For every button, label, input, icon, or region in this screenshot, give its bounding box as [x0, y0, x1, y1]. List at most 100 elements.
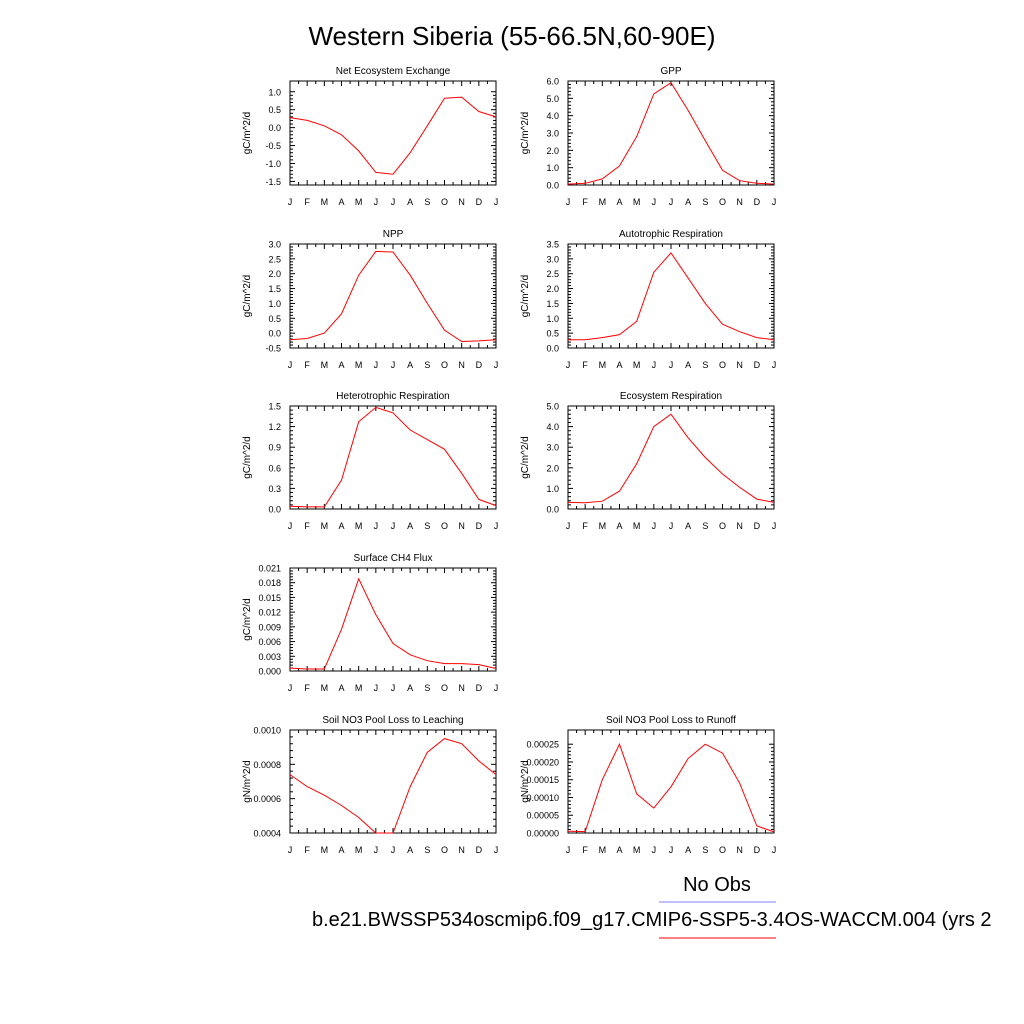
panel-title: Soil NO3 Pool Loss to Leaching	[322, 715, 463, 726]
y-tick-label: 0.006	[258, 637, 281, 647]
x-tick-label: A	[338, 683, 344, 693]
y-tick-label: 0.012	[258, 608, 281, 618]
y-tick-label: 3.0	[268, 240, 281, 250]
x-tick-label: J	[669, 360, 674, 370]
y-tick-label: 4.0	[546, 422, 559, 432]
y-tick-label: 0.00015	[526, 775, 559, 785]
y-tick-label: 4.0	[546, 111, 559, 121]
x-tick-label: M	[599, 360, 607, 370]
y-axis-label: gC/m^2/d	[520, 112, 531, 155]
x-tick-label: O	[719, 360, 726, 370]
x-tick-label: O	[441, 683, 448, 693]
x-tick-label: A	[616, 197, 622, 207]
x-tick-label: J	[494, 197, 499, 207]
x-tick-label: J	[652, 360, 657, 370]
x-tick-label: F	[582, 845, 588, 855]
y-tick-label: 0.0	[546, 344, 559, 354]
y-tick-label: 3.0	[546, 129, 559, 139]
legend: No Obs b.e21.BWSSP534oscmip6.f09_g17.CMI…	[312, 874, 992, 939]
x-tick-label: J	[374, 197, 379, 207]
x-tick-label: A	[407, 360, 413, 370]
y-axis-label: gC/m^2/d	[520, 436, 531, 479]
x-tick-label: O	[441, 360, 448, 370]
series-line	[568, 252, 775, 341]
x-tick-label: S	[702, 197, 708, 207]
x-tick-label: N	[458, 360, 465, 370]
x-tick-label: A	[338, 197, 344, 207]
y-tick-label: 0.00005	[526, 811, 559, 821]
y-tick-label: 3.0	[546, 254, 559, 264]
y-tick-label: 0.003	[258, 652, 281, 662]
x-tick-label: J	[669, 845, 674, 855]
y-tick-label: 0.0006	[253, 794, 281, 804]
x-tick-label: D	[476, 521, 483, 531]
x-tick-label: J	[391, 683, 396, 693]
x-tick-label: S	[424, 683, 430, 693]
panel-title: Surface CH4 Flux	[354, 553, 433, 564]
x-tick-label: F	[304, 521, 310, 531]
series-line	[567, 413, 775, 504]
x-tick-label: D	[476, 845, 483, 855]
x-tick-label: O	[719, 197, 726, 207]
x-tick-label: A	[338, 521, 344, 531]
x-tick-label: A	[407, 845, 413, 855]
y-tick-label: 0.9	[268, 443, 281, 453]
plot-frame	[289, 405, 497, 510]
x-tick-label: J	[652, 845, 657, 855]
figure-title: Western Siberia (55-66.5N,60-90E)	[308, 21, 715, 51]
y-tick-label: 1.5	[546, 299, 559, 309]
x-tick-label: J	[772, 197, 777, 207]
x-tick-label: S	[702, 845, 708, 855]
x-tick-label: A	[685, 845, 691, 855]
y-tick-label: 1.2	[268, 422, 281, 432]
x-tick-label: M	[355, 845, 363, 855]
y-tick-label: 0.009	[258, 622, 281, 632]
x-tick-label: J	[391, 845, 396, 855]
x-tick-label: N	[458, 683, 465, 693]
series-line	[289, 406, 497, 508]
x-tick-label: S	[424, 521, 430, 531]
x-tick-label: J	[772, 521, 777, 531]
plot-frame	[567, 405, 775, 510]
y-tick-label: 2.5	[546, 269, 559, 279]
legend-model-label: b.e21.BWSSP534oscmip6.f09_g17.CMIP6-SSP5…	[312, 909, 992, 931]
x-tick-label: M	[599, 197, 607, 207]
x-tick-label: J	[288, 845, 293, 855]
x-tick-label: D	[754, 360, 761, 370]
y-tick-label: 0.000	[258, 667, 281, 677]
x-tick-label: M	[633, 521, 641, 531]
x-tick-label: M	[355, 683, 363, 693]
x-tick-label: J	[391, 360, 396, 370]
y-tick-label: 1.0	[546, 484, 559, 494]
x-tick-label: J	[566, 521, 571, 531]
y-axis-label: gC/m^2/d	[520, 275, 531, 318]
y-axis-label: gC/m^2/d	[242, 275, 253, 318]
x-tick-label: O	[441, 845, 448, 855]
y-tick-label: 0.015	[258, 593, 281, 603]
y-tick-label: 2.5	[268, 254, 281, 264]
plot-frame	[567, 729, 775, 834]
y-tick-label: 1.0	[546, 314, 559, 324]
series-line	[289, 738, 497, 834]
x-tick-label: J	[494, 845, 499, 855]
x-tick-label: J	[374, 683, 379, 693]
y-tick-label: 2.0	[268, 269, 281, 279]
x-tick-label: F	[304, 683, 310, 693]
plot-frame	[289, 729, 497, 834]
plot-frame	[289, 567, 497, 672]
x-tick-label: J	[288, 683, 293, 693]
y-tick-label: -1.5	[265, 177, 281, 187]
y-tick-label: 0.5	[268, 314, 281, 324]
x-tick-label: J	[288, 197, 293, 207]
y-tick-label: 5.0	[546, 94, 559, 104]
x-tick-label: J	[288, 360, 293, 370]
x-tick-label: F	[582, 521, 588, 531]
x-tick-label: M	[355, 197, 363, 207]
x-tick-label: S	[424, 360, 430, 370]
x-tick-label: A	[407, 521, 413, 531]
x-tick-label: M	[599, 521, 607, 531]
